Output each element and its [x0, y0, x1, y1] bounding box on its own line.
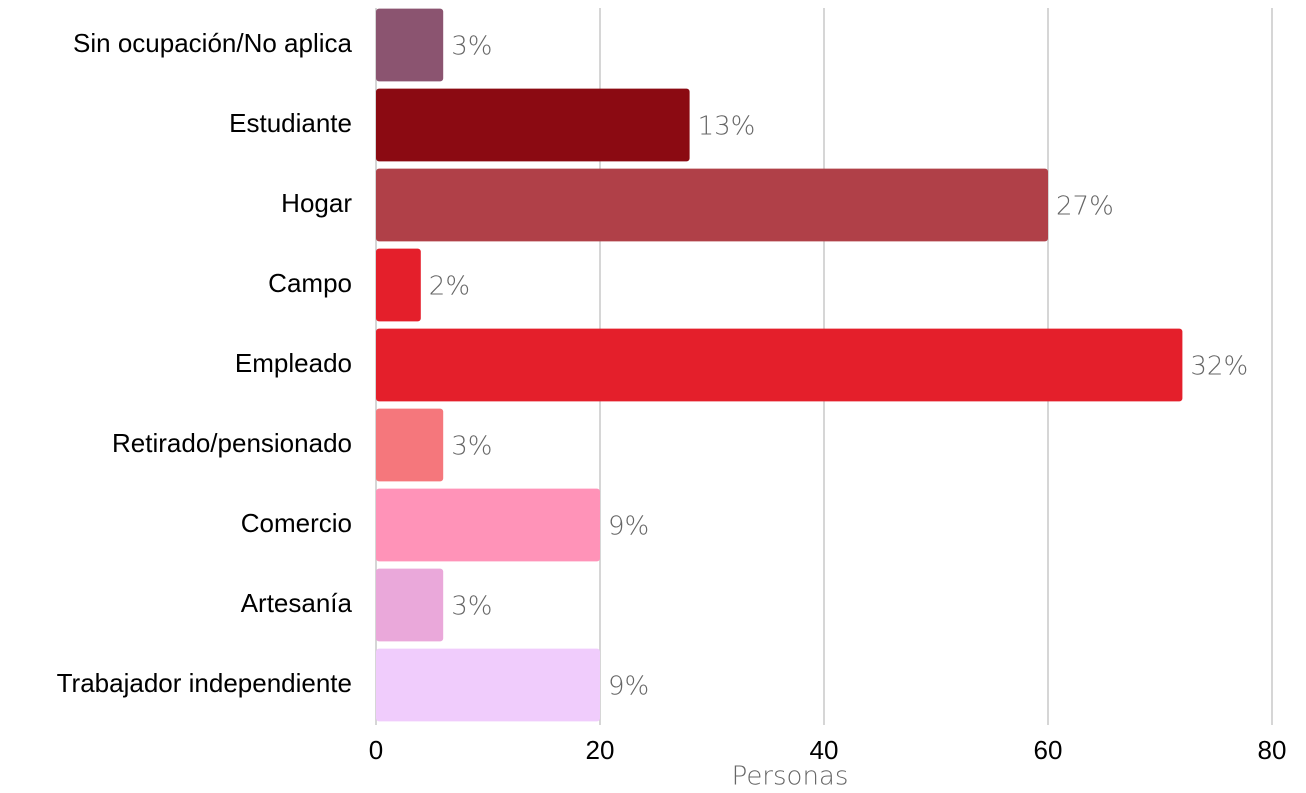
- x-tick-label: 80: [1258, 735, 1287, 765]
- data-label: 3%: [451, 592, 492, 622]
- x-tick-label: 0: [369, 735, 383, 765]
- data-label: 13%: [698, 112, 756, 142]
- y-tick-label: Comercio: [241, 508, 352, 538]
- bar: [376, 88, 690, 162]
- y-tick-label: Estudiante: [229, 108, 352, 138]
- data-label: 27%: [1056, 192, 1114, 222]
- y-tick-label: Retirado/pensionado: [112, 428, 352, 458]
- data-label: 9%: [608, 512, 649, 542]
- bar: [376, 8, 444, 82]
- y-tick-label: Campo: [268, 268, 352, 298]
- bar: [376, 648, 600, 722]
- y-tick-label: Empleado: [235, 348, 352, 378]
- bar: [376, 168, 1048, 242]
- x-tick-label: 60: [1034, 735, 1063, 765]
- bar: [376, 488, 600, 562]
- y-tick-label: Trabajador independiente: [57, 668, 352, 698]
- data-label: 3%: [451, 432, 492, 462]
- y-tick-label: Hogar: [281, 188, 352, 218]
- bar: [376, 408, 444, 482]
- data-label: 32%: [1190, 352, 1248, 382]
- x-tick-label: 40: [810, 735, 839, 765]
- x-axis-label: Personas: [732, 762, 849, 792]
- bar: [376, 248, 421, 322]
- data-label: 2%: [429, 272, 470, 302]
- y-tick-label: Sin ocupación/No aplica: [73, 28, 352, 58]
- bar: [376, 568, 444, 642]
- x-tick-label: 20: [586, 735, 615, 765]
- bar: [376, 328, 1183, 402]
- data-label: 9%: [608, 672, 649, 702]
- y-tick-label: Artesanía: [241, 588, 353, 618]
- data-label: 3%: [451, 32, 492, 62]
